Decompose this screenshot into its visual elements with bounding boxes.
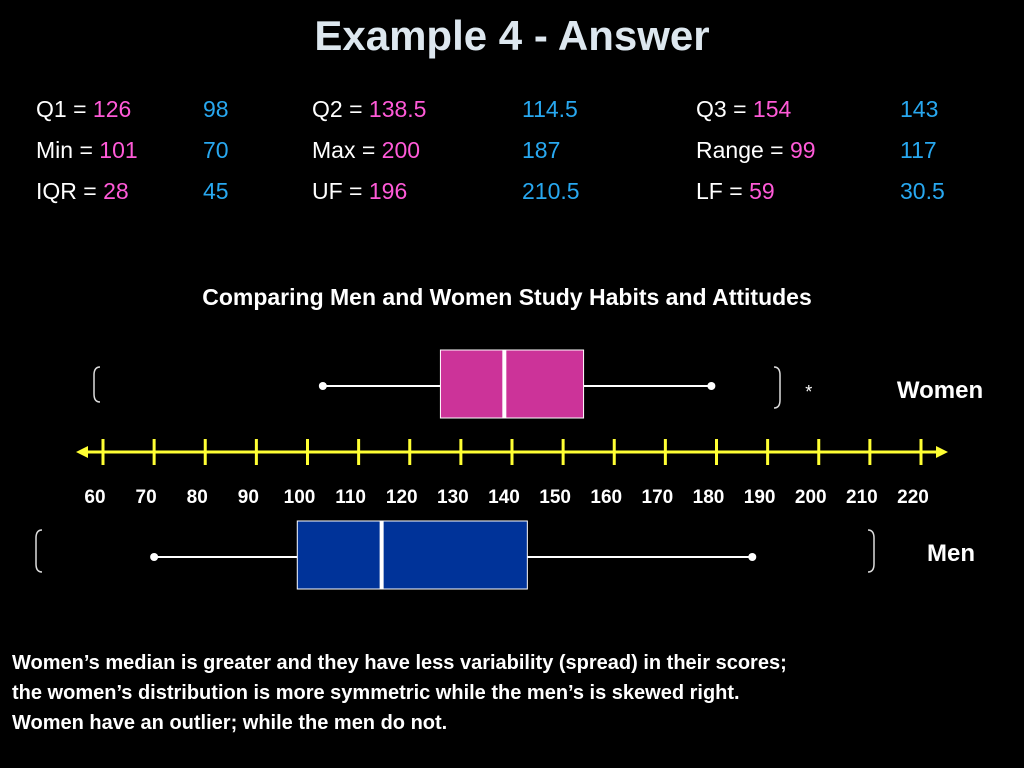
x-axis-arrow-right [936,446,948,458]
stat-lf: LF = 59 [696,178,775,204]
conclusion-line-3: Women have an outlier; while the men do … [12,712,448,734]
stat-range-women: 99 [790,137,816,163]
stat-q3: Q3 = 154 [696,96,791,122]
stat-max-men: 187 [522,137,561,163]
women-box [439,349,585,419]
men-box [296,520,528,590]
slide-title: Example 4 - Answer [314,12,710,59]
x-tick-label: 200 [795,487,827,508]
stat-q2-label: Q2 = [312,96,369,122]
stat-max-label: Max = [312,137,382,163]
stat-iqr-women: 28 [103,178,129,204]
x-tick-label: 140 [488,487,520,508]
stat-min-men: 70 [203,137,229,163]
stat-q2-men: 114.5 [522,96,578,122]
men-fence-bracket-left [35,529,43,573]
stat-q1-women: 126 [92,96,132,122]
x-tick-label: 60 [84,487,105,508]
stat-uf: UF = 196 [312,178,407,204]
men-fence-bracket-right [867,529,875,573]
x-tick-label: 70 [136,487,157,508]
stat-lf-women: 59 [749,178,775,204]
stat-max-women: 200 [381,137,421,163]
women-whisker-low-end [318,382,327,390]
men-whisker-high-end [748,553,757,561]
stat-q3-label: Q3 = [696,96,753,122]
x-tick-label: 150 [539,487,571,508]
chart-title: Comparing Men and Women Study Habits and… [202,284,812,310]
x-tick-label: 90 [238,487,259,508]
women-outlier-marker: * [805,382,812,402]
stat-min-women: 101 [99,137,138,163]
stat-q3-men: 143 [900,96,939,122]
stat-lf-label: LF = [696,178,750,204]
men-series-label: Men [927,540,975,567]
stat-iqr: IQR = 28 [36,178,129,204]
women-fence-bracket-right [773,366,781,409]
women-series-label: Women [897,377,983,404]
x-tick-label: 100 [284,487,316,508]
stat-iqr-label: IQR = [36,178,104,204]
x-tick-label: 80 [187,487,208,508]
stat-min: Min = 101 [36,137,138,163]
conclusion-line-1: Women’s median is greater and they have … [12,652,787,674]
x-tick-label: 220 [897,487,929,508]
x-tick-label: 180 [693,487,725,508]
stat-min-label: Min = [36,137,100,163]
stat-max: Max = 200 [312,137,420,163]
x-tick-label: 120 [386,487,418,508]
stat-q1-men: 98 [203,96,229,122]
stat-iqr-men: 45 [203,178,229,204]
x-tick-label: 190 [744,487,776,508]
x-tick-label: 160 [590,487,622,508]
x-tick-label: 110 [335,487,366,508]
stat-uf-men: 210.5 [522,178,580,204]
stat-uf-label: UF = [312,178,369,204]
stat-range-label: Range = [696,137,790,163]
x-tick-label: 170 [642,487,674,508]
stat-q3-women: 154 [752,96,792,122]
stat-lf-men: 30.5 [900,178,945,204]
x-axis-arrow-left [76,446,88,458]
women-fence-bracket-left [93,366,101,403]
stat-uf-women: 196 [368,178,408,204]
x-tick-label: 210 [846,487,878,508]
conclusion-line-2: the women’s distribution is more symmetr… [12,682,740,704]
stat-q2: Q2 = 138.5 [312,96,426,122]
stat-q1: Q1 = 126 [36,96,131,122]
stat-q1-label: Q1 = [36,96,93,122]
stat-range-men: 117 [900,137,937,163]
x-tick-label: 130 [437,487,469,508]
conclusion-text: Women’s median is greater and they have … [12,648,1016,738]
stat-range: Range = 99 [696,137,816,163]
stat-q2-women: 138.5 [368,96,427,122]
men-whisker-low-end [150,553,159,561]
women-whisker-high-end [707,382,716,390]
